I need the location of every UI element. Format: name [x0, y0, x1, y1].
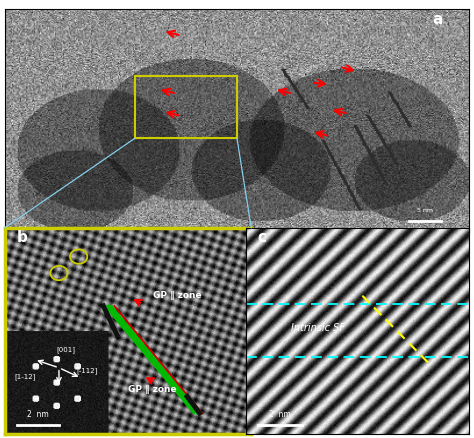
- Text: 5 nm: 5 nm: [417, 208, 433, 213]
- Text: c: c: [258, 230, 266, 245]
- Text: [001]: [001]: [56, 346, 75, 353]
- Text: [-112]: [-112]: [76, 367, 98, 374]
- Text: 2  nm: 2 nm: [27, 410, 49, 419]
- Text: b: b: [17, 230, 28, 245]
- Text: [1-12]: [1-12]: [15, 373, 36, 380]
- Text: a: a: [432, 12, 442, 28]
- Text: Intrinsic SF: Intrinsic SF: [291, 323, 345, 333]
- Bar: [135, 76, 237, 138]
- Text: GP ‖ zone: GP ‖ zone: [128, 385, 177, 395]
- Text: 2  nm: 2 nm: [269, 410, 291, 419]
- Text: GP ‖ zone: GP ‖ zone: [153, 291, 201, 300]
